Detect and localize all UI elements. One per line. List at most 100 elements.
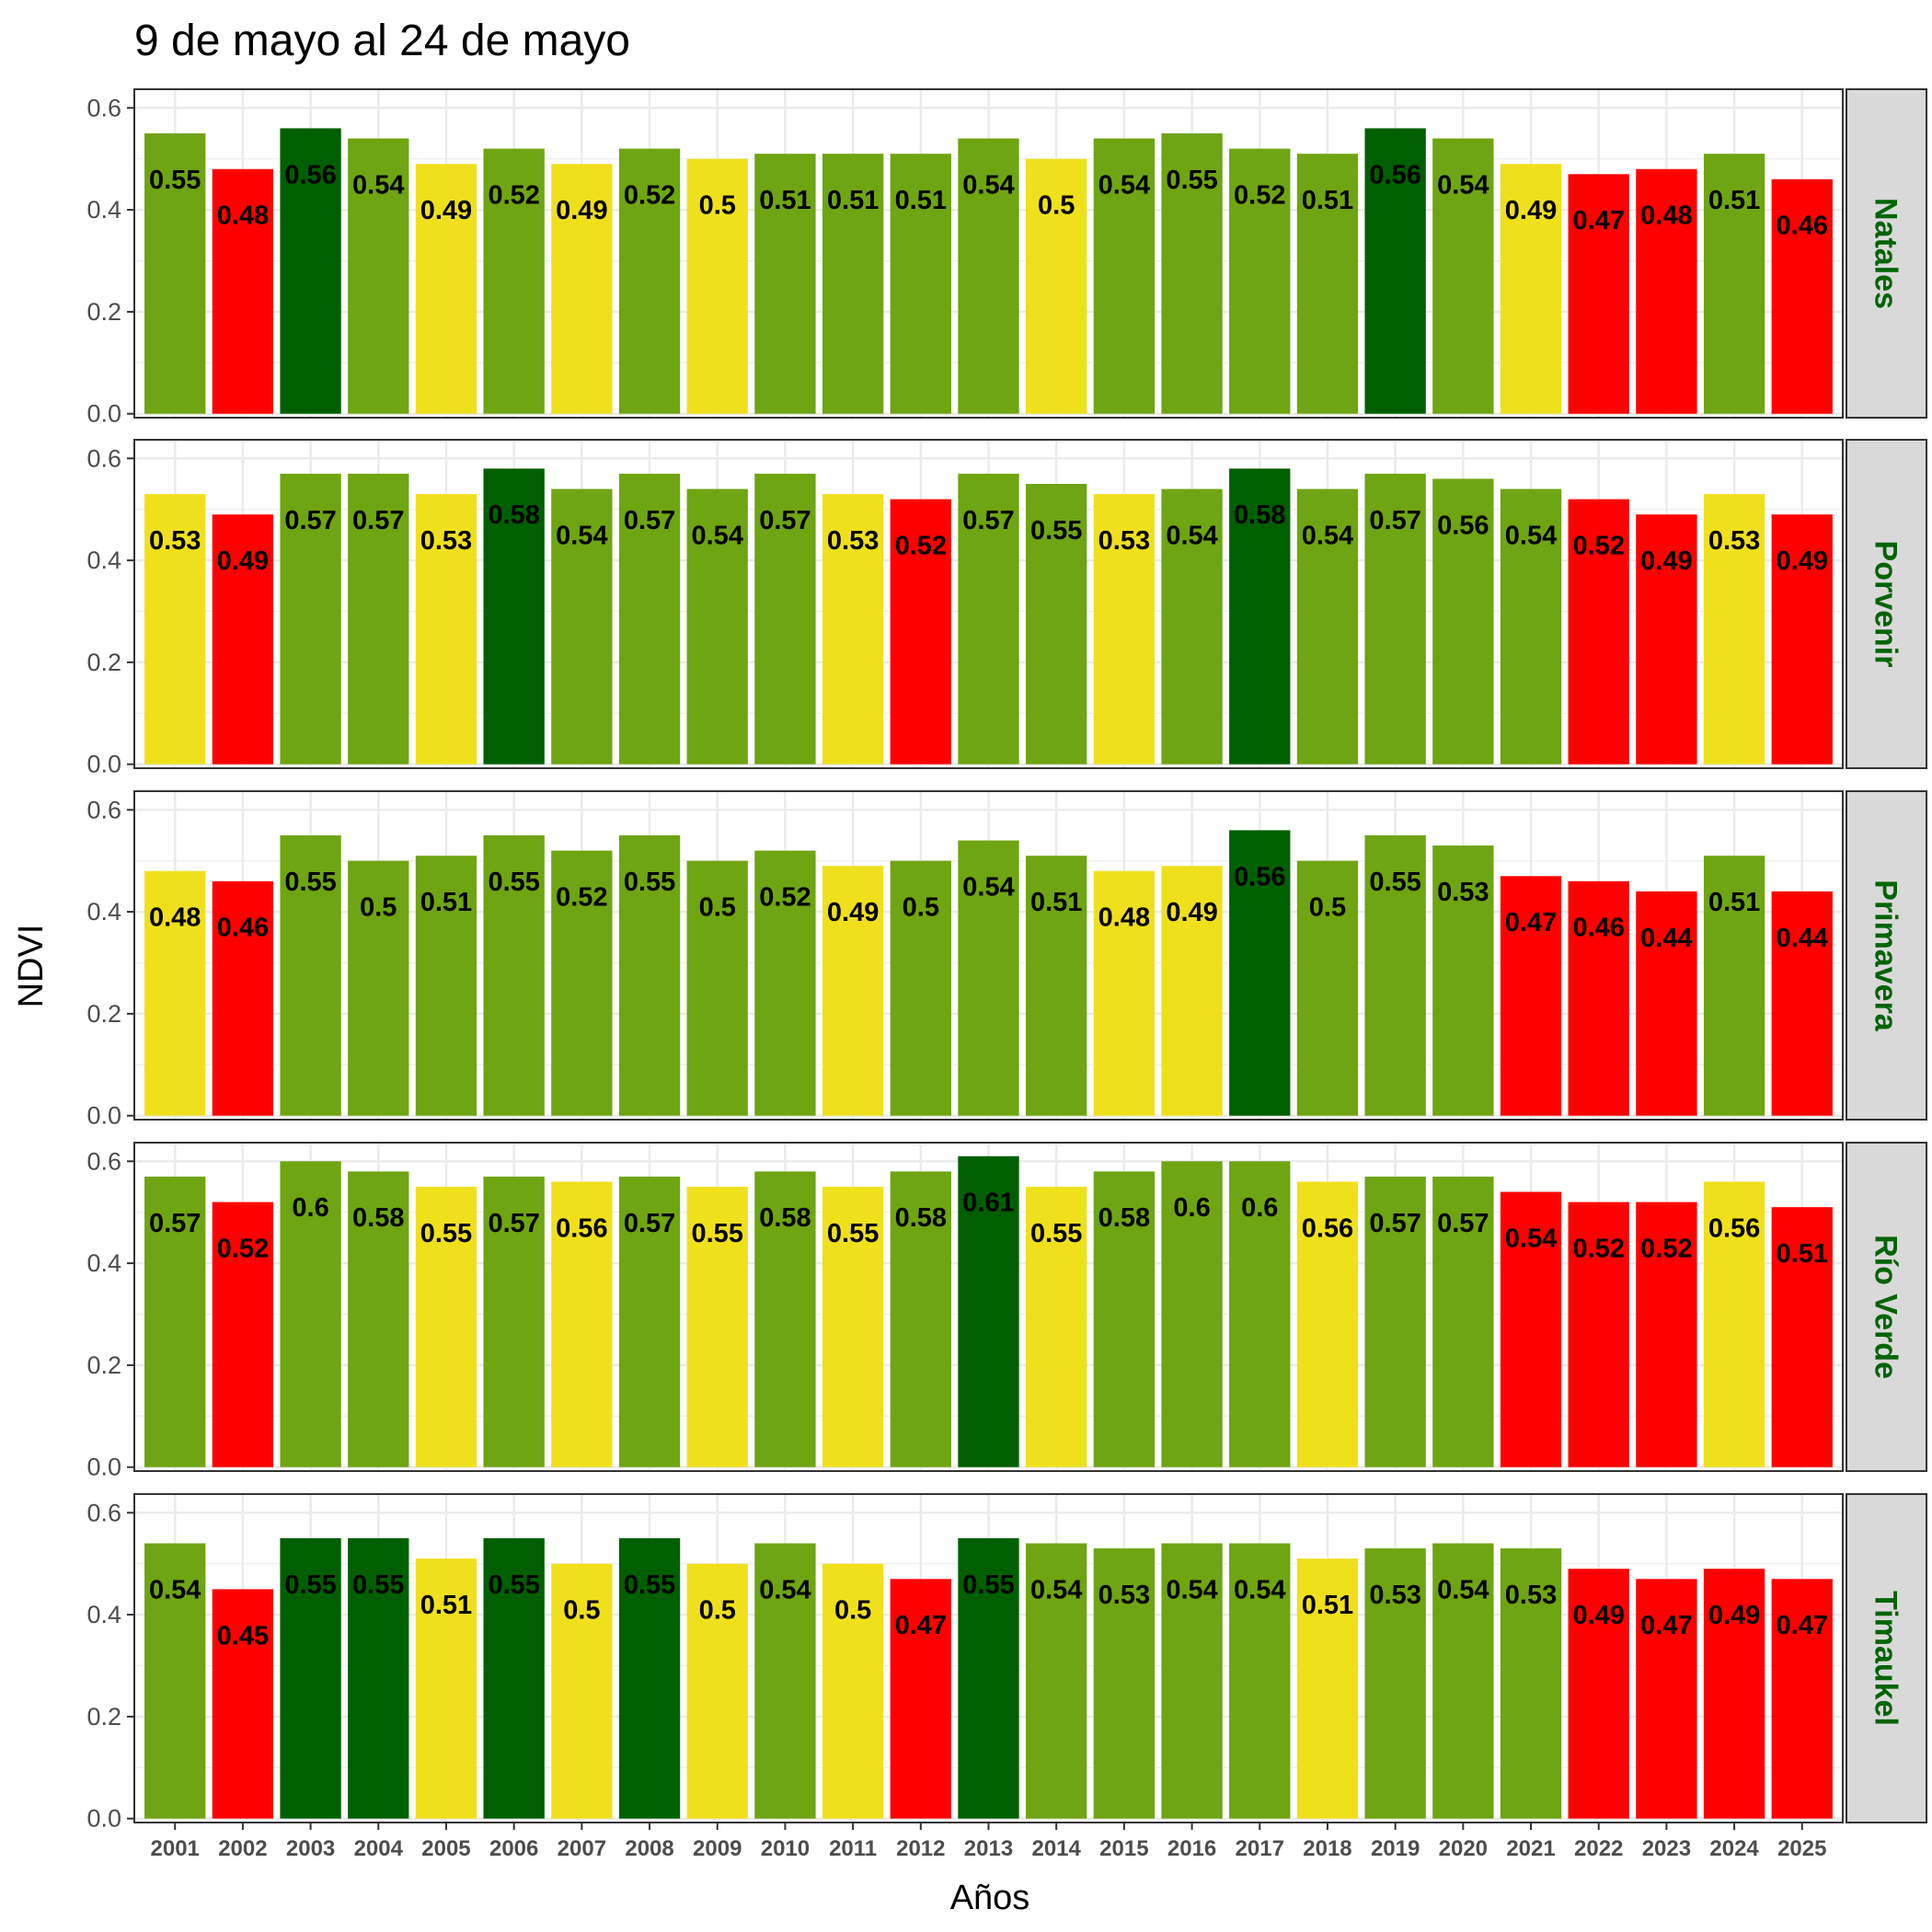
- bar-value-label: 0.51: [1708, 186, 1760, 215]
- bar: [280, 1537, 341, 1819]
- bar-value-label: 0.55: [352, 1570, 404, 1600]
- x-tick-label: 2003: [286, 1836, 335, 1861]
- bar-value-label: 0.58: [1234, 500, 1285, 530]
- bar-value-label: 0.52: [488, 180, 539, 210]
- bar-value-label: 0.56: [556, 1213, 607, 1243]
- x-tick-label: 2023: [1642, 1836, 1691, 1861]
- bar-value-label: 0.46: [1777, 212, 1828, 241]
- bar: [686, 158, 748, 414]
- bar: [1703, 154, 1765, 414]
- bar: [754, 1171, 816, 1467]
- bar-value-label: 0.5: [834, 1596, 871, 1626]
- bar-value-label: 0.58: [352, 1203, 404, 1233]
- x-tick-label: 2020: [1439, 1836, 1488, 1861]
- bar-value-label: 0.57: [488, 1209, 539, 1238]
- bar: [958, 840, 1019, 1116]
- bar: [483, 468, 545, 765]
- bar-value-label: 0.52: [1572, 1234, 1624, 1263]
- x-tick-label: 2012: [896, 1836, 945, 1861]
- bar: [415, 1558, 477, 1819]
- y-tick-label: 0.6: [86, 1499, 121, 1526]
- bar-value-label: 0.54: [149, 1575, 201, 1604]
- bar: [686, 860, 748, 1116]
- bar: [483, 148, 545, 414]
- bar-value-label: 0.58: [488, 500, 539, 530]
- y-tick-label: 0.6: [86, 1147, 121, 1175]
- bar-value-label: 0.49: [556, 196, 607, 225]
- bar: [1500, 876, 1562, 1116]
- bar: [1229, 148, 1291, 414]
- bar-value-label: 0.56: [1708, 1213, 1760, 1243]
- bar-value-label: 0.57: [1369, 1209, 1420, 1238]
- y-axis-label: NDVI: [12, 925, 51, 1008]
- bar: [1500, 1548, 1562, 1819]
- bar-value-label: 0.48: [217, 201, 269, 231]
- y-tick-label: 0.4: [86, 1601, 121, 1628]
- bar-value-label: 0.51: [827, 186, 879, 215]
- bar: [1364, 473, 1426, 765]
- bar: [1636, 514, 1697, 765]
- bar: [212, 1589, 274, 1819]
- x-tick-label: 2024: [1709, 1836, 1759, 1861]
- bar: [1093, 138, 1156, 414]
- bar-value-label: 0.49: [1505, 196, 1557, 225]
- bar-value-label: 0.53: [1369, 1581, 1420, 1610]
- bar: [1296, 154, 1359, 414]
- x-tick-label: 2018: [1303, 1836, 1351, 1861]
- bar-value-label: 0.54: [1437, 170, 1489, 200]
- facet-panel: 0.55 0.48 0.56 0.54 0.49 0.52 0.49 0.52 0.5 0.51 0…: [86, 88, 1927, 428]
- bar: [144, 870, 206, 1116]
- y-tick-label: 0.2: [86, 649, 121, 676]
- bar-value-label: 0.55: [149, 166, 201, 195]
- x-tick-label: 2014: [1031, 1836, 1081, 1861]
- bar: [754, 1543, 816, 1819]
- bar: [1296, 1181, 1359, 1467]
- bar-value-label: 0.44: [1777, 924, 1828, 953]
- bar-value-label: 0.52: [759, 882, 811, 912]
- y-tick-label: 0.2: [86, 298, 121, 326]
- bar: [618, 148, 681, 414]
- x-tick-label: 2019: [1371, 1836, 1420, 1861]
- bar-value-label: 0.6: [1173, 1193, 1210, 1223]
- bar: [212, 514, 274, 765]
- x-axis-label: Años: [950, 1879, 1030, 1917]
- y-tick-label: 0.0: [86, 1102, 121, 1130]
- bar-value-label: 0.54: [1098, 170, 1150, 200]
- y-tick-label: 0.4: [86, 1249, 121, 1277]
- bar-value-label: 0.47: [1505, 908, 1557, 937]
- bar: [1364, 1176, 1426, 1467]
- bar: [822, 866, 884, 1116]
- bar-value-label: 0.5: [699, 893, 736, 923]
- bar: [686, 1563, 748, 1819]
- bar-value-label: 0.54: [1505, 521, 1557, 550]
- bar: [348, 1171, 409, 1467]
- facet-strip: [1846, 88, 1927, 419]
- bar-value-label: 0.53: [1437, 878, 1489, 907]
- bar-value-label: 0.55: [827, 1219, 879, 1248]
- bar: [1296, 860, 1359, 1116]
- bar: [551, 1563, 613, 1819]
- bar-value-label: 0.54: [1030, 1575, 1082, 1604]
- facet-strip-label: Natales: [1869, 198, 1903, 309]
- bar: [1771, 514, 1833, 765]
- bar: [551, 164, 613, 414]
- x-tick-label: 2005: [421, 1836, 470, 1861]
- bar: [348, 1537, 409, 1819]
- bar-value-label: 0.55: [692, 1219, 743, 1248]
- bar: [1026, 856, 1087, 1116]
- bar-value-label: 0.51: [420, 888, 472, 917]
- bar-value-label: 0.52: [624, 180, 675, 210]
- bar-value-label: 0.54: [1505, 1224, 1557, 1253]
- bar-value-label: 0.52: [556, 882, 607, 912]
- y-tick-label: 0.2: [86, 1351, 121, 1379]
- bar: [1568, 1569, 1629, 1819]
- bar: [1026, 1186, 1087, 1467]
- x-tick-label: 2001: [151, 1836, 200, 1861]
- bar: [1636, 1202, 1697, 1467]
- bar: [1703, 856, 1765, 1116]
- panel-border: [133, 88, 1844, 419]
- bar: [1432, 845, 1494, 1116]
- y-tick-label: 0.2: [86, 1000, 121, 1028]
- y-tick-label: 0.4: [86, 196, 121, 224]
- bar: [1500, 1191, 1562, 1467]
